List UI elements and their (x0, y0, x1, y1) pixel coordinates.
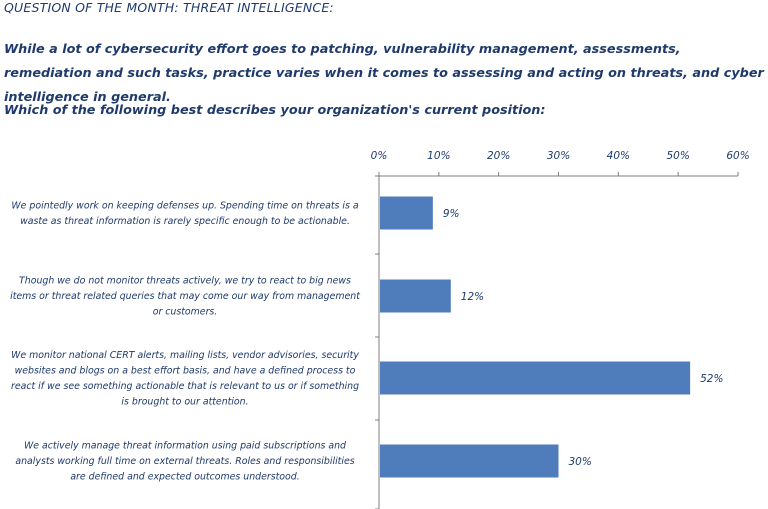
category-label-line: items or threat related queries that may… (10, 291, 360, 302)
bar (380, 361, 691, 395)
data-label: 30% (569, 456, 592, 468)
data-label: 12% (461, 291, 484, 303)
category-label: We pointedly work on keeping defenses up… (11, 200, 358, 227)
intro-text: While a lot of cybersecurity effort goes… (4, 42, 764, 105)
category-label-line: We monitor national CERT alerts, mailing… (11, 350, 359, 361)
data-label: 52% (700, 373, 723, 385)
x-tick-label: 0% (371, 150, 388, 162)
category-label-line: waste as threat information is rarely sp… (20, 216, 350, 227)
category-label-line: is brought to our attention. (121, 396, 248, 407)
x-tick-label: 50% (666, 150, 689, 162)
chart-title: QUESTION OF THE MONTH: THREAT INTELLIGEN… (4, 0, 334, 15)
category-label-line: or customers. (153, 307, 218, 318)
category-label-line: Though we do not monitor threats activel… (19, 276, 351, 287)
category-label: Though we do not monitor threats activel… (10, 276, 360, 318)
x-tick-label: 30% (547, 150, 570, 162)
category-label-line: analysts working full time on external t… (15, 456, 354, 467)
x-tick-label: 20% (487, 150, 510, 162)
category-label: We monitor national CERT alerts, mailing… (11, 350, 359, 408)
data-label: 9% (443, 208, 460, 220)
category-label-line: We actively manage threat information us… (24, 441, 346, 452)
category-label-line: websites and blogs on a best effort basi… (15, 365, 356, 376)
category-label-line: react if we see something actionable tha… (11, 381, 359, 392)
bar (380, 444, 559, 478)
bar (380, 196, 433, 230)
bar-chart: 0% 10% 20% 30% 40% 50% 60% 9% We pointedly work … (10, 150, 750, 509)
question-text: Which of the following best describes yo… (4, 103, 546, 118)
x-tick-label: 10% (427, 150, 450, 162)
bar (380, 279, 451, 313)
x-tick-label: 60% (726, 150, 749, 162)
category-label-line: are defined and expected outcomes unders… (70, 472, 299, 483)
category-label-line: We pointedly work on keeping defenses up… (11, 200, 358, 211)
category-label: We actively manage threat information us… (15, 441, 354, 483)
x-tick-label: 40% (607, 150, 630, 162)
